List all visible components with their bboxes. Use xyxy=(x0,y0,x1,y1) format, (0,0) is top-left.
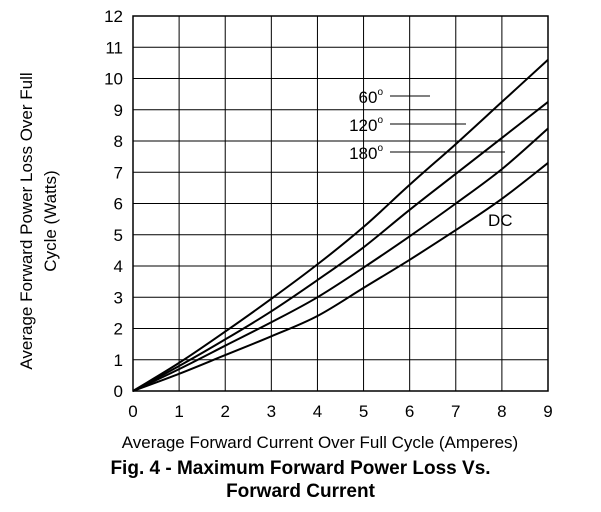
x-tick-label: 0 xyxy=(128,402,137,421)
label-leaders xyxy=(390,95,505,153)
y-tick-label: 1 xyxy=(114,351,123,370)
y-tick-label: 6 xyxy=(114,195,123,214)
y-tick-label: 9 xyxy=(114,101,123,120)
y-tick-label: 0 xyxy=(114,382,123,401)
x-axis-title: Average Forward Current Over Full Cycle … xyxy=(122,433,518,452)
figure-caption-line1: Fig. 4 - Maximum Forward Power Loss Vs. xyxy=(110,458,491,479)
x-tick-label: 6 xyxy=(405,402,414,421)
series-line-60deg xyxy=(132,59,549,392)
x-tick-label: 9 xyxy=(543,402,552,421)
series-label-120: 120o xyxy=(349,115,383,135)
y-tick-label: 8 xyxy=(114,132,123,151)
series-line-180deg xyxy=(132,127,549,392)
x-tick-labels: 0 1 2 3 4 5 6 7 8 9 xyxy=(128,402,552,421)
figure-caption: Fig. 4 - Maximum Forward Power Loss Vs. … xyxy=(0,457,601,503)
x-tick-label: 1 xyxy=(174,402,183,421)
figure-caption-line2: Forward Current xyxy=(226,481,375,502)
y-tick-label: 5 xyxy=(114,226,123,245)
y-tick-label: 7 xyxy=(114,163,123,182)
x-tick-label: 3 xyxy=(267,402,276,421)
y-tick-label: 2 xyxy=(114,320,123,339)
x-tick-label: 8 xyxy=(497,402,506,421)
series-label-60: 60o xyxy=(359,87,384,107)
grid xyxy=(132,15,549,392)
y-tick-label: 10 xyxy=(104,70,123,89)
y-axis-title-group: Average Forward Power Loss Over Full Cyc… xyxy=(17,72,60,369)
series-label-dc: DC xyxy=(488,211,513,230)
series-line-120deg xyxy=(132,101,549,392)
y-tick-label: 12 xyxy=(104,7,123,26)
y-axis-title-line1: Average Forward Power Loss Over Full xyxy=(17,72,36,369)
y-tick-label: 3 xyxy=(114,288,123,307)
x-tick-label: 5 xyxy=(359,402,368,421)
x-tick-label: 2 xyxy=(220,402,229,421)
y-tick-label: 4 xyxy=(114,257,123,276)
series-labels: 60o 120o 180o DC xyxy=(349,87,513,230)
x-tick-label: 7 xyxy=(451,402,460,421)
plot-frame xyxy=(132,15,549,392)
x-tick-label: 4 xyxy=(313,402,322,421)
y-axis-title-line2: Cycle (Watts) xyxy=(41,170,60,271)
series-lines xyxy=(132,59,549,392)
series-label-180: 180o xyxy=(349,143,383,163)
y-tick-label: 11 xyxy=(105,38,123,57)
series-line-dc xyxy=(132,162,549,392)
